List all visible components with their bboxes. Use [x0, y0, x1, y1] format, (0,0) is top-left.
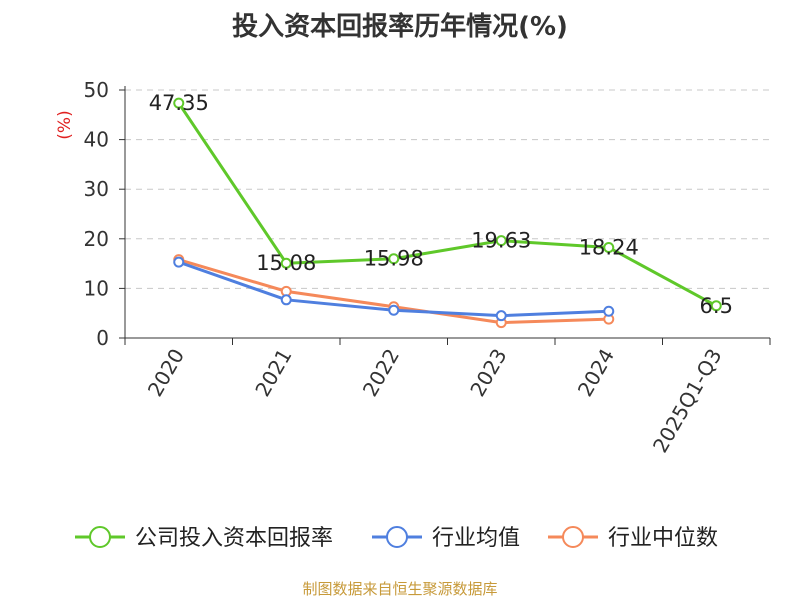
legend-label-0: 公司投入资本回报率 [135, 526, 333, 551]
data-point [388, 304, 400, 316]
legend-label-1: 行业均值 [432, 526, 520, 551]
chart-title: 投入资本回报率历年情况(%) [232, 12, 568, 42]
data-label: 6.5 [700, 294, 733, 318]
x-tick-label: 2025Q1-Q3 [648, 345, 727, 457]
data-point [495, 310, 507, 322]
x-tick-label: 2022 [358, 345, 404, 401]
data-point [280, 257, 292, 269]
y-tick-label: 0 [96, 326, 109, 350]
legend-label-2: 行业中位数 [608, 526, 718, 551]
data-point [173, 256, 185, 268]
data-point [495, 235, 507, 247]
data-label: 19.63 [471, 229, 531, 253]
y-tick-label: 50 [84, 78, 109, 102]
data-point [173, 97, 185, 109]
y-tick-label: 40 [84, 128, 109, 152]
y-tick-label: 20 [84, 227, 109, 251]
y-tick-label: 10 [84, 276, 109, 300]
x-tick-label: 2023 [465, 345, 511, 401]
x-tick-label: 2024 [573, 345, 619, 401]
legend-marker-0 [89, 526, 111, 548]
data-label: 15.98 [364, 247, 424, 271]
source-footer: 制图数据来自恒生聚源数据库 [302, 580, 498, 598]
series-line-0 [177, 102, 717, 308]
y-tick-label: 30 [84, 177, 109, 201]
x-tick-label: 2021 [250, 345, 296, 401]
data-label: 47.35 [149, 91, 209, 115]
data-point [388, 253, 400, 265]
data-label: 15.08 [256, 251, 316, 275]
data-label: 18.24 [579, 236, 639, 260]
data-point [280, 294, 292, 306]
legend-marker-1 [386, 526, 408, 548]
y-axis-label: (%) [55, 110, 75, 139]
data-point [603, 242, 615, 254]
legend-marker-2 [562, 526, 584, 548]
data-point [710, 300, 722, 312]
x-tick-label: 2020 [143, 345, 189, 401]
data-point [603, 305, 615, 317]
